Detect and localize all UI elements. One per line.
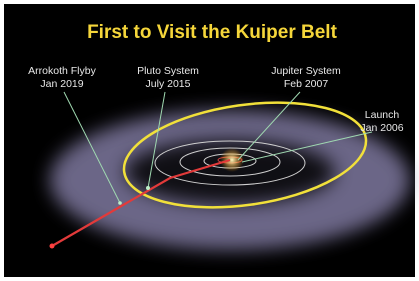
label-name: Arrokoth Flyby	[28, 65, 96, 77]
spacecraft	[50, 244, 55, 249]
sun	[220, 148, 244, 172]
label-date: Jan 2019	[40, 78, 83, 90]
label-date: Jan 2006	[360, 122, 403, 134]
arrokoth	[118, 201, 122, 205]
label-name: Jupiter System	[271, 65, 341, 77]
label-name: Pluto System	[137, 65, 199, 77]
pluto	[146, 186, 150, 190]
title: First to Visit the Kuiper Belt	[87, 22, 338, 43]
label-date: Feb 2007	[284, 78, 329, 90]
label-date: July 2015	[146, 78, 191, 90]
kuiper-illustration: First to Visit the Kuiper Belt Arrokoth …	[0, 0, 419, 281]
label-name: Launch	[365, 109, 400, 121]
